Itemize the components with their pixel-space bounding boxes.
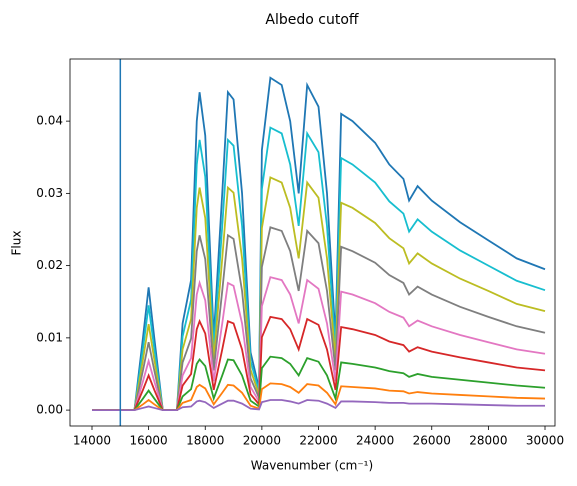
y-tick-label: 0.03 — [36, 186, 63, 200]
series-line — [92, 126, 546, 412]
x-tick-label: 22000 — [299, 434, 337, 448]
series-line — [92, 399, 546, 412]
x-tick-label: 16000 — [130, 434, 168, 448]
x-tick-label: 28000 — [469, 434, 507, 448]
y-tick-label: 0.02 — [36, 258, 63, 272]
x-tick-label: 24000 — [356, 434, 394, 448]
x-tick-label: 18000 — [186, 434, 224, 448]
x-tick-label: 20000 — [243, 434, 281, 448]
y-axis-label: Flux — [10, 231, 24, 256]
series-line — [92, 176, 546, 412]
chart-title: Albedo cutoff — [265, 12, 358, 28]
y-tick-label: 0.04 — [36, 114, 63, 128]
x-tick-label: 14000 — [73, 434, 111, 448]
x-tick-label: 30000 — [526, 434, 564, 448]
y-tick-label: 0.01 — [36, 330, 63, 344]
axes-frame — [69, 58, 556, 427]
x-axis-label: Wavenumber (cm⁻¹) — [251, 459, 373, 473]
x-tick-label: 26000 — [413, 434, 451, 448]
y-tick-label: 0.00 — [36, 403, 63, 417]
